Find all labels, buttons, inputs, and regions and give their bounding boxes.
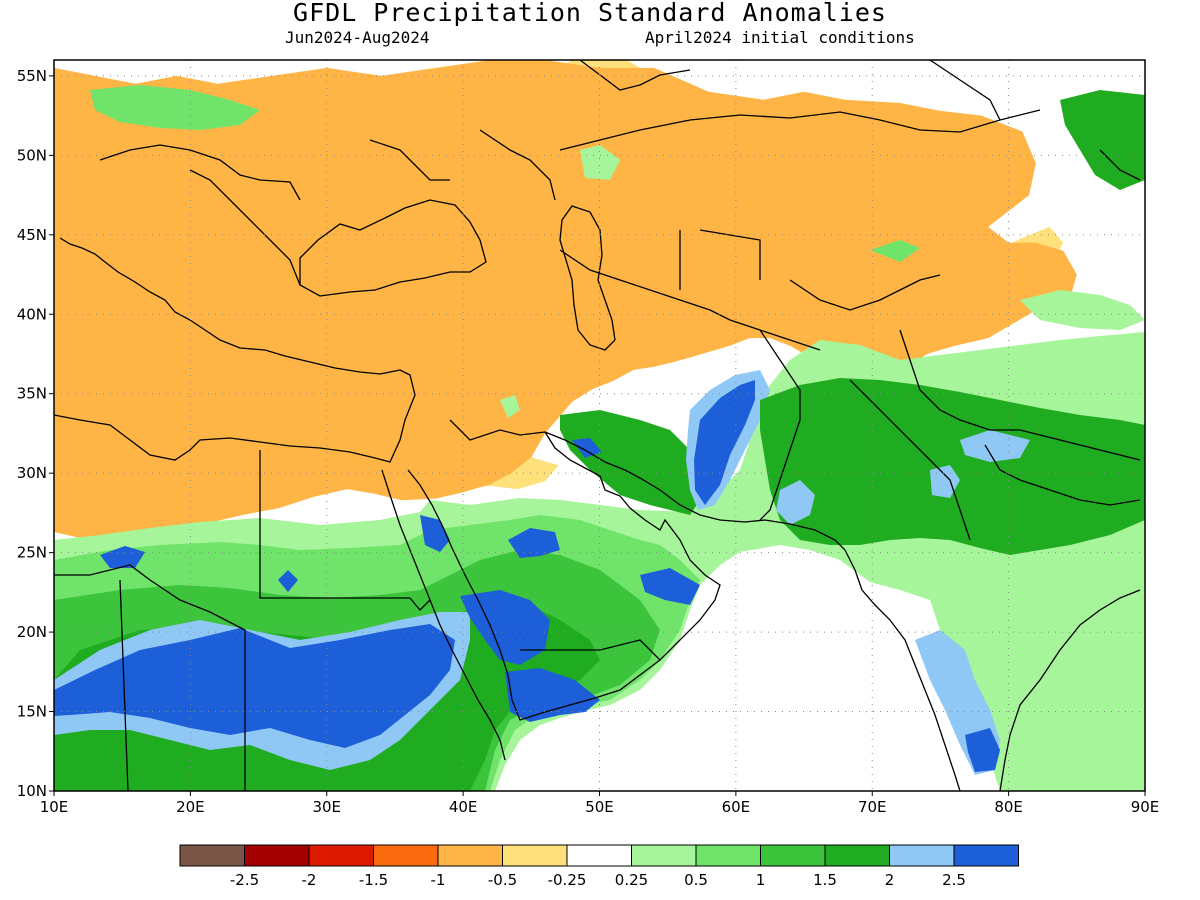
tick-label-lon: 50E bbox=[585, 798, 614, 816]
colorbar-label-7: 0.5 bbox=[684, 871, 708, 889]
colorbar-swatch-0 bbox=[179, 844, 245, 867]
anomaly-patch-wet-10 bbox=[508, 528, 560, 558]
colorbar-label-9: 1.5 bbox=[813, 871, 837, 889]
colorbar-swatch-11 bbox=[889, 844, 955, 867]
colorbar-swatch-7 bbox=[631, 844, 697, 867]
anomaly-patch-wet-26 bbox=[580, 145, 620, 180]
tick-label-lat: 35N bbox=[17, 385, 47, 403]
colorbar-legend: -2.5 -2 -1.5 -1 -0.5 -0.25 0.25 0.5 1 1.5 2 2.5 bbox=[179, 844, 1019, 889]
anomaly-patch-wet-12 bbox=[278, 570, 298, 592]
colorbar-swatch-9 bbox=[760, 844, 826, 867]
tick-label-lon: 40E bbox=[449, 798, 478, 816]
anomaly-patch-wet-13 bbox=[640, 568, 700, 605]
coastline-india-east bbox=[999, 589, 1141, 791]
colorbar-label-2: -1.5 bbox=[359, 871, 388, 889]
anomaly-patch-wet-24 bbox=[1060, 90, 1145, 190]
colorbar-swatch-8 bbox=[695, 844, 761, 867]
colorbar-label-8: 1 bbox=[756, 871, 766, 889]
longitude-axis: 10E 20E 30E 40E 50E 60E 70E 80E 90E bbox=[40, 791, 1160, 816]
tick-label-lat: 20N bbox=[17, 623, 47, 641]
tick-label-lon: 90E bbox=[1131, 798, 1160, 816]
coastline-black-sea bbox=[299, 199, 487, 297]
anomaly-patch-wet-16 bbox=[694, 380, 755, 505]
anomaly-patch-wet-20 bbox=[930, 465, 960, 498]
country-borders bbox=[54, 60, 1141, 791]
colorbar-swatch-4 bbox=[437, 844, 503, 867]
coastline-persian-gulf bbox=[544, 431, 846, 551]
coastline-arabian-peninsula bbox=[407, 431, 721, 721]
period-subtitle: Jun2024-Aug2024 bbox=[285, 28, 430, 47]
colorbar-label-10: 2 bbox=[885, 871, 895, 889]
anomaly-patch-wet-8 bbox=[505, 668, 600, 722]
colorbar-label-6: 0.25 bbox=[615, 871, 648, 889]
anomaly-patch-wet-28 bbox=[500, 395, 520, 418]
colorbar-swatch-3 bbox=[373, 844, 439, 867]
latitude-axis: 55N 50N 45N 40N 35N 30N 25N 20N 15N 10N bbox=[17, 67, 54, 800]
colorbar-swatch-10 bbox=[824, 844, 890, 867]
anomaly-patch-wet-9 bbox=[420, 515, 450, 552]
coastline-mediterranean bbox=[54, 237, 416, 463]
anomaly-patch-wet-27 bbox=[870, 240, 920, 262]
colorbar-label-4: -0.5 bbox=[488, 871, 517, 889]
tick-label-lat: 40N bbox=[17, 305, 47, 323]
anomaly-patch-wet-11 bbox=[100, 546, 145, 568]
anomaly-fields bbox=[54, 60, 1111, 628]
tick-label-lat: 50N bbox=[17, 146, 47, 164]
tick-label-lon: 10E bbox=[40, 798, 69, 816]
anomaly-region-15 bbox=[54, 60, 1077, 540]
colorbar-swatch-1 bbox=[244, 844, 310, 867]
tick-label-lon: 30E bbox=[312, 798, 341, 816]
initial-conditions-subtitle: April2024 initial conditions bbox=[645, 28, 915, 47]
colorbar-swatch-12 bbox=[953, 844, 1019, 867]
tick-label-lat: 25N bbox=[17, 544, 47, 562]
border-lines bbox=[54, 60, 1141, 791]
coastline-red-sea-west bbox=[381, 469, 506, 761]
coastline-india-west bbox=[844, 549, 961, 791]
tick-label-lat: 15N bbox=[17, 703, 47, 721]
tick-label-lon: 60E bbox=[722, 798, 751, 816]
anomaly-patch-wet-17 bbox=[572, 438, 602, 458]
colorbar-label-0: -2.5 bbox=[230, 871, 259, 889]
tick-label-lat: 55N bbox=[17, 67, 47, 85]
tick-label-lat: 10N bbox=[17, 782, 47, 800]
colorbar-swatch-5 bbox=[502, 844, 568, 867]
tick-label-lat: 30N bbox=[17, 464, 47, 482]
tick-label-lon: 70E bbox=[858, 798, 887, 816]
tick-label-lon: 80E bbox=[994, 798, 1023, 816]
colorbar-label-11: 2.5 bbox=[942, 871, 966, 889]
anomaly-patch-wet-23 bbox=[965, 728, 1000, 772]
tick-label-lat: 45N bbox=[17, 226, 47, 244]
colorbar-label-1: -2 bbox=[302, 871, 317, 889]
chart-title: GFDL Precipitation Standard Anomalies bbox=[293, 0, 887, 27]
graticule bbox=[54, 60, 1145, 791]
anomaly-patch-wet-14 bbox=[560, 410, 700, 515]
anomaly-patch-wet-25 bbox=[90, 85, 260, 130]
anomaly-patch-wet-21 bbox=[960, 430, 1030, 462]
anomaly-patch-wet-19 bbox=[776, 480, 815, 525]
tick-label-lon: 20E bbox=[176, 798, 205, 816]
colorbar-label-3: -1 bbox=[431, 871, 446, 889]
anomaly-patch-wet-6 bbox=[54, 624, 455, 748]
anomaly-patch-wet-18 bbox=[760, 378, 1145, 555]
colorbar-swatch-2 bbox=[308, 844, 374, 867]
colorbar-swatch-6 bbox=[566, 844, 632, 867]
anomaly-patch-wet-29 bbox=[1020, 290, 1145, 330]
colorbar-label-5: -0.25 bbox=[548, 871, 587, 889]
